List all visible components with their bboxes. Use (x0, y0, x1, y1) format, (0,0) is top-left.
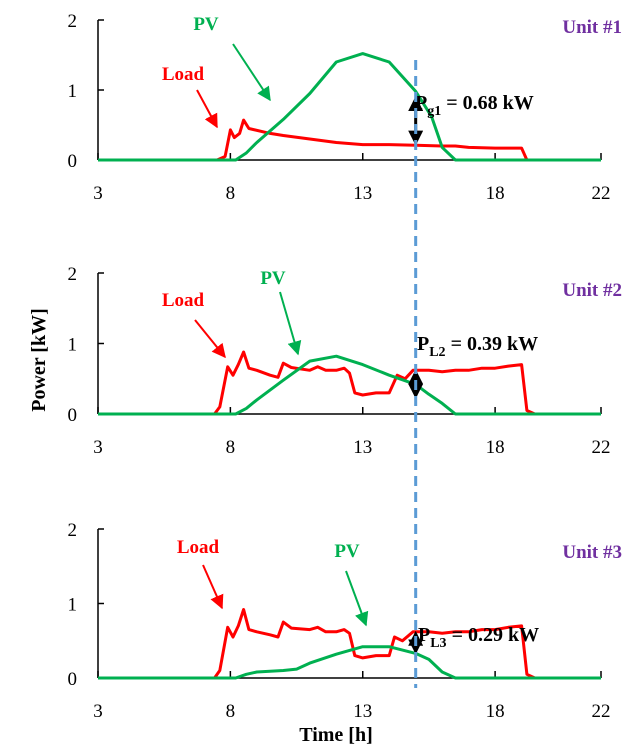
unit-label: Unit #1 (562, 17, 622, 38)
x-tick-label: 18 (486, 437, 505, 458)
y-tick-label: 2 (68, 11, 78, 32)
x-tick-label: 8 (226, 437, 236, 458)
load-pointer-arrow (196, 89, 218, 129)
power-annotation: Pg1 = 0.68 kW (415, 92, 534, 119)
chart-panel-3: 0 1 2 3 8 13 18 22 Unit #3 Load PV PL3 = 0.29 kW (68, 520, 622, 722)
pv-pointer-arrow (279, 291, 302, 356)
x-tick-label: 3 (93, 183, 103, 204)
chart-panel-1: 0 1 2 3 8 13 18 22 Unit #1 Load PV Pg1 = 0.68 kW (68, 11, 622, 204)
power-annotation: PL2 = 0.39 kW (417, 333, 538, 360)
load-pointer-arrow (202, 564, 224, 610)
pv-pointer-arrow (345, 570, 369, 627)
x-axis-label: Time [h] (299, 724, 373, 746)
load-label: Load (177, 537, 220, 558)
pv-series-line (98, 645, 601, 680)
pv-label: PV (334, 541, 360, 562)
x-tick-label: 22 (592, 701, 611, 722)
pv-series-line (98, 52, 601, 162)
y-tick-label: 0 (68, 405, 78, 426)
pv-label: PV (193, 14, 219, 35)
unit-label: Unit #3 (562, 542, 622, 563)
unit-label: Unit #2 (562, 280, 622, 301)
y-tick-label: 1 (68, 81, 78, 102)
y-tick-label: 1 (68, 335, 78, 356)
y-tick-label: 2 (68, 520, 78, 541)
x-tick-label: 13 (353, 183, 372, 204)
y-tick-label: 0 (68, 151, 78, 172)
pv-series-line (98, 354, 601, 416)
y-tick-label: 2 (68, 264, 78, 285)
x-tick-label: 13 (353, 437, 372, 458)
load-label: Load (162, 64, 205, 85)
x-tick-label: 18 (486, 183, 505, 204)
load-series-line (98, 608, 601, 680)
y-tick-label: 0 (68, 669, 78, 690)
pv-label: PV (260, 268, 286, 289)
power-annotation: PL3 = 0.29 kW (418, 624, 539, 651)
x-tick-label: 22 (592, 437, 611, 458)
x-tick-label: 3 (93, 437, 103, 458)
load-series-line (98, 350, 601, 416)
load-series-line (98, 118, 601, 162)
load-label: Load (162, 290, 205, 311)
load-pointer-arrow (194, 319, 226, 359)
x-tick-label: 22 (592, 183, 611, 204)
x-tick-label: 18 (486, 701, 505, 722)
pv-pointer-arrow (232, 43, 271, 102)
y-tick-label: 1 (68, 595, 78, 616)
y-axis-label: Power [kW] (28, 308, 50, 412)
x-tick-label: 8 (226, 701, 236, 722)
chart-panel-2: 0 1 2 3 8 13 18 22 Unit #2 Load PV PL2 = 0.39 kW (68, 264, 622, 458)
x-tick-label: 8 (226, 183, 236, 204)
x-tick-label: 13 (353, 701, 372, 722)
x-tick-label: 3 (93, 701, 103, 722)
